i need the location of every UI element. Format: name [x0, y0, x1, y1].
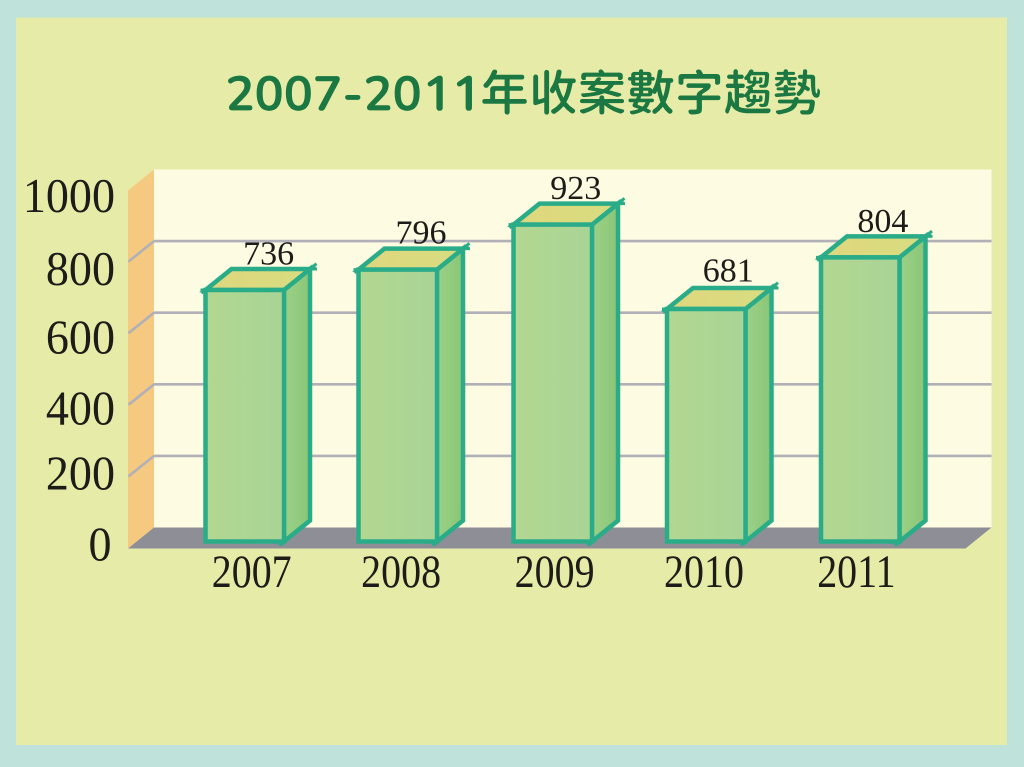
svg-text:1000: 1000 [23, 170, 115, 223]
svg-text:923: 923 [550, 170, 601, 207]
svg-text:800: 800 [46, 243, 115, 296]
svg-text:2008: 2008 [361, 546, 441, 598]
svg-text:2007: 2007 [212, 546, 292, 598]
svg-text:796: 796 [396, 215, 447, 252]
svg-text:2009: 2009 [515, 546, 595, 598]
svg-text:2010: 2010 [664, 546, 744, 598]
svg-text:400: 400 [46, 382, 115, 435]
svg-text:681: 681 [703, 253, 754, 290]
svg-text:600: 600 [46, 311, 115, 364]
svg-text:2011: 2011 [817, 546, 895, 598]
svg-text:200: 200 [46, 447, 115, 500]
svg-text:804: 804 [857, 203, 908, 240]
svg-text:736: 736 [243, 236, 294, 273]
svg-text:0: 0 [88, 518, 111, 571]
